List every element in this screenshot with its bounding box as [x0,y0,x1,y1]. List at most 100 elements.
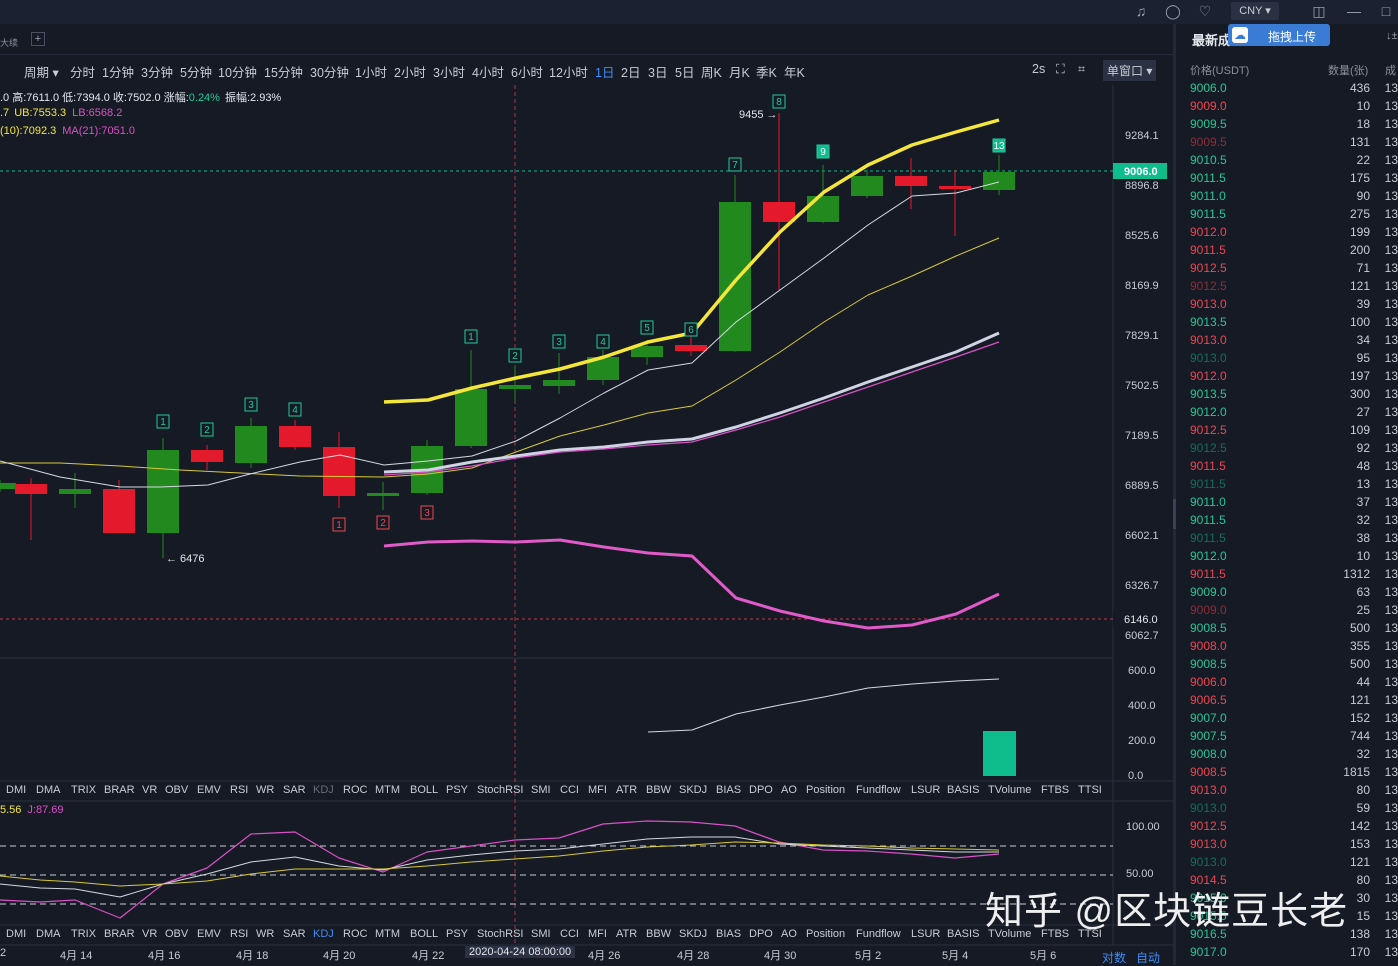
maximize-icon[interactable]: □ [1381,3,1391,19]
indicator-indicators_lower-stochrsi[interactable]: StochRSI [477,928,524,940]
period-9[interactable]: 2小时 [394,66,426,80]
period-6[interactable]: 15分钟 [264,66,303,80]
indicator-indicators_upper-dma[interactable]: DMA [36,784,61,796]
indicator-indicators_lower-kdj[interactable]: KDJ [313,928,334,940]
indicator-indicators_lower-mtm[interactable]: MTM [375,928,401,940]
indicator-indicators_lower-bbw[interactable]: BBW [646,928,672,940]
fullscreen-icon[interactable]: ⛶ [1056,62,1065,76]
indicator-indicators_upper-emv[interactable]: EMV [197,784,221,796]
indicator-indicators_upper-psy[interactable]: PSY [446,784,469,796]
shirt-icon[interactable]: ♡ [1198,3,1212,19]
indicator-indicators_lower-atr[interactable]: ATR [616,928,638,940]
indicator-indicators_upper-kdj[interactable]: KDJ [313,784,334,796]
indicator-indicators_upper-fundflow[interactable]: Fundflow [856,784,901,796]
indicator-indicators_lower-ftbs[interactable]: FTBS [1041,928,1070,940]
indicator-indicators_lower-ao[interactable]: AO [781,928,797,940]
indicator-indicators_upper-ttsi[interactable]: TTSI [1078,784,1102,796]
panel-divider[interactable] [1173,24,1176,965]
period-16[interactable]: 3日 [648,66,668,80]
indicator-indicators_upper-mtm[interactable]: MTM [375,784,401,796]
divider-handle[interactable] [1173,499,1176,529]
candlestick-chart[interactable]: 1 2 3 4 1 2 3 4 5 6 7 8 9 13 1 2 3 9455 → ← 6476 9284.1 8896… [0,0,1173,965]
upload-button[interactable]: ☁ 拖拽上传 [1228,24,1330,46]
indicator-indicators_upper-roc[interactable]: ROC [343,784,368,796]
indicator-indicators_lower-mfi[interactable]: MFI [588,928,607,940]
search-icon[interactable]: ◯ [1165,3,1181,19]
indicator-indicators_upper-wr[interactable]: WR [256,784,275,796]
indicator-indicators_lower-vr[interactable]: VR [142,928,158,940]
add-tab-button[interactable]: + [31,32,45,46]
period-4[interactable]: 5分钟 [180,66,212,80]
window-mode-select[interactable]: 单窗口 ▾ [1103,60,1157,81]
panel-extra-icon[interactable]: ↓± [1386,30,1398,42]
indicator-indicators_lower-ttsi[interactable]: TTSI [1078,928,1102,940]
indicator-indicators_upper-bias[interactable]: BIAS [716,784,742,796]
indicator-indicators_lower-wr[interactable]: WR [256,928,275,940]
period-0[interactable]: 周期 ▾ [24,66,59,80]
indicator-indicators_lower-tvolume[interactable]: TVolume [988,928,1032,940]
period-11[interactable]: 4小时 [472,66,504,80]
period-3[interactable]: 3分钟 [141,66,173,80]
indicator-indicators_lower-basis[interactable]: BASIS [947,928,980,940]
indicator-indicators_upper-smi[interactable]: SMI [531,784,551,796]
period-5[interactable]: 10分钟 [218,66,257,80]
period-2[interactable]: 1分钟 [102,66,134,80]
indicator-indicators_lower-bias[interactable]: BIAS [716,928,742,940]
indicator-indicators_lower-dma[interactable]: DMA [36,928,61,940]
indicator-indicators_upper-brar[interactable]: BRAR [104,784,135,796]
indicator-indicators_upper-atr[interactable]: ATR [616,784,638,796]
indicator-indicators_upper-dpo[interactable]: DPO [749,784,773,796]
indicator-indicators_lower-cci[interactable]: CCI [560,928,579,940]
minimize-icon[interactable]: — [1347,3,1361,19]
indicator-indicators_upper-trix[interactable]: TRIX [71,784,97,796]
indicator-indicators_upper-obv[interactable]: OBV [165,784,189,796]
indicator-indicators_lower-position[interactable]: Position [806,928,846,940]
period-12[interactable]: 6小时 [511,66,543,80]
indicator-indicators_upper-stochrsi[interactable]: StochRSI [477,784,524,796]
log-scale-toggle[interactable]: 对数 [1102,951,1127,965]
indicator-indicators_lower-emv[interactable]: EMV [197,928,221,940]
indicator-indicators_lower-trix[interactable]: TRIX [71,928,97,940]
period-1[interactable]: 分时 [70,66,96,80]
period-8[interactable]: 1小时 [355,66,387,80]
indicator-indicators_lower-boll[interactable]: BOLL [410,928,439,940]
period-7[interactable]: 30分钟 [310,66,349,80]
indicator-indicators_lower-psy[interactable]: PSY [446,928,469,940]
indicator-indicators_upper-dmi[interactable]: DMI [6,784,27,796]
indicator-indicators_upper-mfi[interactable]: MFI [588,784,607,796]
period-15[interactable]: 2日 [621,66,641,80]
indicator-indicators_upper-lsur[interactable]: LSUR [911,784,941,796]
auto-scale-toggle[interactable]: 自动 [1136,951,1161,965]
period-19[interactable]: 月K [729,66,750,80]
period-13[interactable]: 12小时 [549,66,588,80]
indicator-indicators_upper-ao[interactable]: AO [781,784,797,796]
indicator-indicators_upper-ftbs[interactable]: FTBS [1041,784,1070,796]
indicator-indicators_lower-sar[interactable]: SAR [283,928,306,940]
screenshot-icon[interactable]: ⌗ [1078,62,1086,76]
period-17[interactable]: 5日 [675,66,695,80]
indicator-indicators_upper-bbw[interactable]: BBW [646,784,672,796]
indicator-indicators_lower-fundflow[interactable]: Fundflow [856,928,901,940]
indicator-indicators_lower-dmi[interactable]: DMI [6,928,27,940]
chart-area[interactable]: 1 2 3 4 1 2 3 4 5 6 7 8 9 13 1 2 3 9455 → ← 6476 9284.1 8896… [0,0,1173,965]
indicator-indicators_lower-skdj[interactable]: SKDJ [679,928,708,940]
period-20[interactable]: 季K [756,66,777,80]
period-14[interactable]: 1日 [595,66,615,80]
tab-label[interactable]: 大续 [0,38,19,48]
indicator-indicators_lower-rsi[interactable]: RSI [230,928,249,940]
indicator-indicators_lower-brar[interactable]: BRAR [104,928,135,940]
indicator-indicators_upper-boll[interactable]: BOLL [410,784,439,796]
indicator-indicators_upper-cci[interactable]: CCI [560,784,579,796]
indicator-indicators_lower-lsur[interactable]: LSUR [911,928,941,940]
period-21[interactable]: 年K [784,66,805,80]
indicator-indicators_upper-sar[interactable]: SAR [283,784,306,796]
indicator-indicators_upper-skdj[interactable]: SKDJ [679,784,708,796]
indicator-indicators_upper-basis[interactable]: BASIS [947,784,980,796]
indicator-indicators_lower-obv[interactable]: OBV [165,928,189,940]
indicator-indicators_upper-position[interactable]: Position [806,784,846,796]
bell-icon[interactable]: ♫ [1135,3,1147,19]
period-18[interactable]: 周K [701,66,722,80]
currency-select[interactable]: CNY ▾ [1231,2,1279,20]
indicator-indicators_upper-rsi[interactable]: RSI [230,784,249,796]
indicator-indicators_lower-roc[interactable]: ROC [343,928,368,940]
